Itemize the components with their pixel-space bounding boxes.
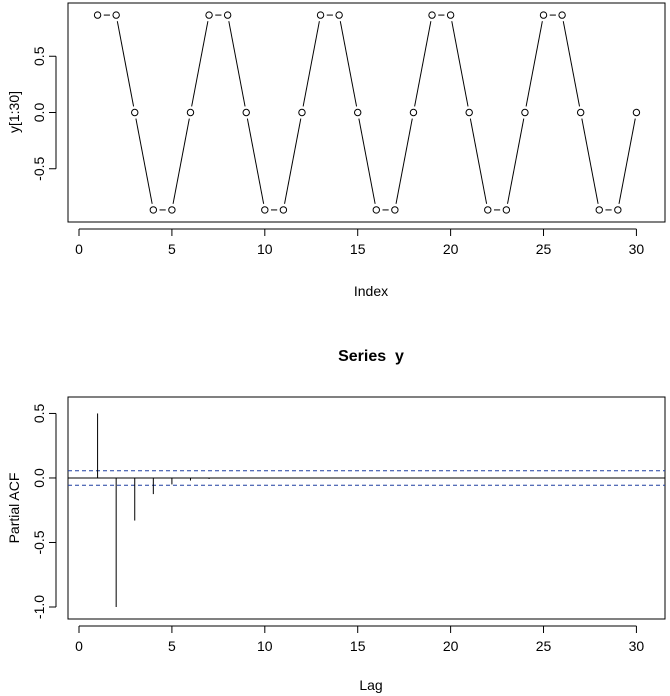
- series-segment: [451, 21, 469, 107]
- y-axis-label: y[1:30]: [6, 91, 22, 133]
- x-tick-label: 15: [350, 241, 366, 257]
- data-point: [595, 206, 603, 214]
- series-segment: [581, 118, 599, 204]
- series-segment: [191, 21, 209, 107]
- reference-lines: [68, 470, 665, 486]
- x-axis-label: Lag: [359, 677, 382, 693]
- data-point: [446, 11, 455, 19]
- x-tick-label: 0: [75, 241, 83, 257]
- series-segment: [339, 21, 358, 107]
- y-tick-label: 0.0: [31, 468, 47, 488]
- data-point: [93, 11, 102, 19]
- data-point: [558, 11, 566, 19]
- data-point: [484, 206, 492, 214]
- data-point: [576, 108, 585, 117]
- x-tick-label: 15: [350, 638, 366, 654]
- x-tick-label: 30: [629, 638, 645, 654]
- data-point: [223, 11, 232, 19]
- series-segment: [618, 118, 636, 204]
- data-point: [632, 108, 641, 117]
- series-segment: [525, 21, 543, 107]
- series-points: [93, 11, 641, 214]
- y-tick-label: 0.0: [31, 103, 47, 123]
- x-tick-label: 20: [443, 638, 459, 654]
- data-point: [186, 108, 195, 117]
- data-point: [279, 206, 288, 214]
- series-segment: [116, 21, 135, 107]
- x-tick-label: 5: [168, 241, 176, 257]
- series-segment: [246, 118, 265, 204]
- data-point: [465, 108, 473, 117]
- series-segment: [395, 118, 413, 204]
- data-point: [298, 108, 306, 117]
- data-point: [372, 206, 380, 214]
- panel-line-chart: 0 5 10 15 20 25 30 -0.5 0.0 0.5 Index y[1:30]: [6, 2, 666, 299]
- chart-title: Series y: [338, 348, 404, 365]
- y-axis-label: Partial ACF: [6, 473, 22, 544]
- y-tick-label: 0.5: [31, 46, 47, 66]
- x-tick-label: 10: [257, 241, 273, 257]
- plot-frame: [67, 2, 666, 223]
- series-line-segments: [103, 14, 636, 211]
- panel-pacf-chart: Series y 0 5 10 15 20 25 30 -1.0 -0.5 0.0 0.5 Lag…: [6, 348, 666, 693]
- data-point: [205, 11, 213, 19]
- x-tick-label: 0: [75, 638, 83, 654]
- x-tick-label: 25: [536, 241, 552, 257]
- data-point: [112, 11, 120, 19]
- y-axis: -0.5 0.0 0.5: [31, 46, 57, 181]
- series-segment: [284, 118, 302, 204]
- data-point: [614, 206, 622, 214]
- y-tick-label: -1.0: [31, 595, 47, 619]
- x-axis: 0 5 10 15 20 25 30: [75, 228, 645, 257]
- y-tick-label: -0.5: [31, 530, 47, 554]
- series-segment: [172, 118, 190, 204]
- data-point: [261, 206, 269, 214]
- series-segment: [135, 118, 153, 204]
- data-point: [539, 11, 548, 19]
- y-tick-label: -0.5: [31, 156, 47, 180]
- plot-frame: [67, 396, 666, 620]
- data-point: [354, 108, 362, 117]
- series-segment: [469, 118, 488, 204]
- data-point: [131, 108, 139, 117]
- x-axis-label: Index: [354, 283, 388, 299]
- y-tick-label: 0.5: [31, 404, 47, 424]
- y-axis: -1.0 -0.5 0.0 0.5: [31, 404, 57, 619]
- data-point: [502, 206, 511, 214]
- series-segment: [414, 21, 432, 107]
- x-tick-label: 20: [443, 241, 459, 257]
- series-segment: [562, 21, 581, 107]
- data-point: [149, 206, 158, 214]
- pacf-bars: [97, 413, 247, 607]
- series-segment: [228, 21, 246, 107]
- data-point: [316, 11, 325, 19]
- data-point: [521, 108, 529, 117]
- x-tick-label: 30: [629, 241, 645, 257]
- data-point: [391, 206, 399, 214]
- data-point: [242, 108, 250, 117]
- series-segment: [507, 118, 525, 204]
- x-tick-label: 25: [536, 638, 552, 654]
- data-point: [168, 206, 176, 214]
- series-segment: [358, 118, 376, 204]
- data-point: [335, 11, 343, 19]
- x-axis: 0 5 10 15 20 25 30: [75, 625, 645, 654]
- x-tick-label: 5: [168, 638, 176, 654]
- data-point: [428, 11, 436, 19]
- data-point: [409, 108, 418, 117]
- series-segment: [302, 21, 320, 107]
- x-tick-label: 10: [257, 638, 273, 654]
